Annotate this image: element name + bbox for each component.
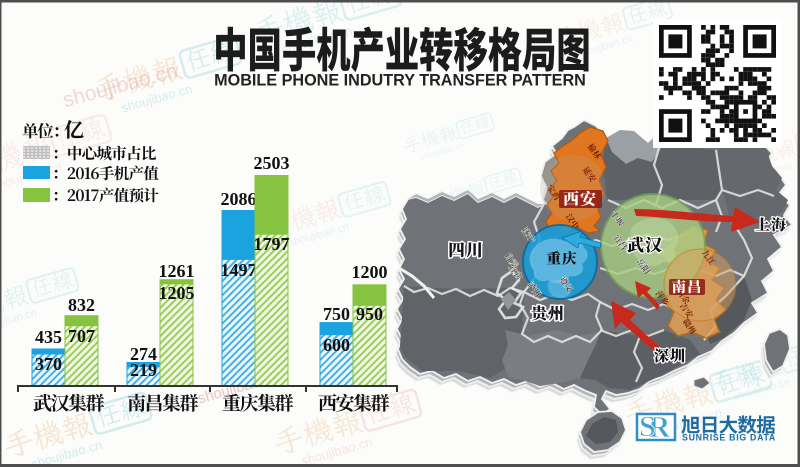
svg-text:950: 950	[356, 304, 383, 324]
svg-text:707: 707	[68, 326, 95, 346]
svg-text:1200: 1200	[352, 262, 388, 282]
svg-text:1205: 1205	[159, 283, 195, 303]
svg-text:R: R	[648, 409, 671, 444]
svg-text:274: 274	[130, 344, 157, 364]
svg-text:435: 435	[35, 327, 62, 347]
svg-text:SUNRISE BIG DATA: SUNRISE BIG DATA	[682, 433, 776, 443]
svg-text:832: 832	[68, 295, 95, 315]
svg-text:1261: 1261	[159, 261, 195, 281]
svg-text:1497: 1497	[221, 260, 257, 280]
svg-text:2503: 2503	[254, 153, 290, 173]
svg-text:600: 600	[323, 335, 350, 355]
svg-text:1797: 1797	[254, 234, 290, 254]
svg-text:370: 370	[35, 354, 62, 374]
svg-text:MOBILE PHONE INDUTRY TRANSFER: MOBILE PHONE INDUTRY TRANSFER PATTERN	[214, 72, 586, 90]
svg-text:S: S	[639, 410, 656, 443]
svg-text:750: 750	[323, 304, 350, 324]
svg-text:219: 219	[130, 360, 157, 380]
svg-text:2086: 2086	[221, 189, 257, 209]
